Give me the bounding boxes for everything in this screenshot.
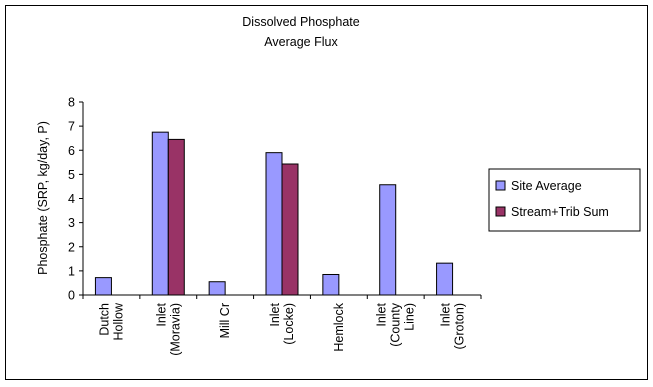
y-tick-label: 5 <box>68 168 75 182</box>
x-tick-label: Inlet <box>375 302 389 326</box>
legend-swatch-site-average <box>495 180 506 191</box>
x-tick-label: Inlet <box>439 302 453 326</box>
y-tick-label: 2 <box>68 240 75 254</box>
bar-chart: Dissolved Phosphate Average Flux Phospha… <box>36 15 641 356</box>
legend-label-site-average: Site Average <box>511 179 582 193</box>
legend: Site Average Stream+Trib Sum <box>488 168 641 232</box>
x-tick-label: Dutch <box>97 303 111 336</box>
x-tick-label: (County <box>389 302 403 347</box>
bar-site-average <box>265 152 283 296</box>
y-tick-label: 3 <box>68 216 75 230</box>
bar-site-average <box>379 184 397 296</box>
bar-stream-trib-sum <box>281 163 299 296</box>
bar-site-average <box>322 273 340 296</box>
legend-label-stream-trib-sum: Stream+Trib Sum <box>511 205 609 219</box>
bar-site-average <box>208 281 226 296</box>
bar-site-average <box>94 277 112 296</box>
y-tick-label: 6 <box>68 144 75 158</box>
x-tick-label: (Moravia) <box>168 303 182 356</box>
y-tick-label: 8 <box>68 96 75 110</box>
x-tick-label: Hemlock <box>332 302 346 351</box>
y-tick-label: 0 <box>68 289 75 303</box>
bar-stream-trib-sum <box>167 138 185 296</box>
y-tick-label: 1 <box>68 264 75 278</box>
x-tick-label: Inlet <box>268 302 282 326</box>
legend-box <box>488 168 641 232</box>
y-tick-label: 4 <box>68 192 75 206</box>
legend-swatch-stream-trib-sum <box>495 206 506 217</box>
chart-title-line-1: Dissolved Phosphate <box>242 15 359 29</box>
x-tick-label: (Locke) <box>282 303 296 345</box>
chart-frame: Dissolved Phosphate Average Flux Phospha… <box>5 5 648 380</box>
x-tick-label: Mill Cr <box>218 303 232 338</box>
bar-site-average <box>436 262 454 296</box>
x-tick-label: Hollow <box>111 302 125 340</box>
chart-title-line-2: Average Flux <box>264 35 338 49</box>
y-tick-label: 7 <box>68 120 75 134</box>
x-tick-label: (Groton) <box>453 303 467 350</box>
x-tick-label: Line) <box>403 303 417 331</box>
x-tick-label: Inlet <box>154 302 168 326</box>
y-axis-label: Phosphate (SRP, kg/day, P) <box>36 121 50 275</box>
bar-site-average <box>151 131 169 296</box>
